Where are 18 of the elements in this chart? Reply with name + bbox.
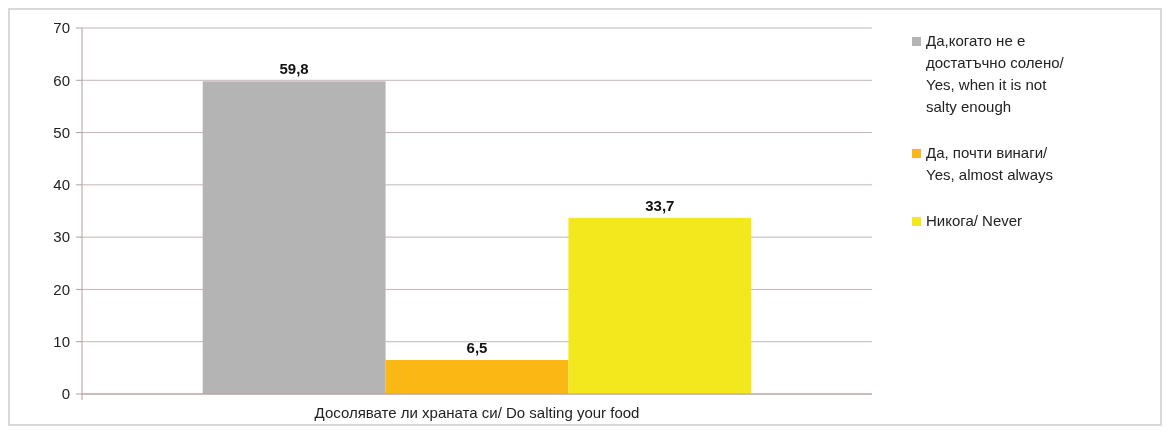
y-tick-label: 40 <box>53 176 70 194</box>
y-tick-label: 0 <box>61 385 70 403</box>
y-tick-label: 20 <box>53 280 70 298</box>
y-tick-label: 10 <box>53 332 70 350</box>
x-tick-label: Досолявате ли храната си/ Do salting your food <box>314 404 640 421</box>
legend-label: Никога/ Never <box>926 212 1023 229</box>
y-tick-label: 60 <box>53 71 70 89</box>
bar <box>385 360 569 394</box>
data-label: 59,8 <box>279 60 309 78</box>
data-label: 6,5 <box>466 339 488 357</box>
data-label: 33,7 <box>645 196 675 214</box>
y-tick-label: 30 <box>53 228 70 246</box>
bar <box>202 81 386 394</box>
y-tick-label: 70 <box>53 19 70 37</box>
legend-label: Да,когато не е достатъчно солено/ Yes, when it is not salty enough <box>926 32 1065 115</box>
legend-label: Да, почти винаги/ Yes, almost always <box>926 144 1054 183</box>
bar <box>568 217 752 394</box>
y-tick-label: 50 <box>53 123 70 141</box>
